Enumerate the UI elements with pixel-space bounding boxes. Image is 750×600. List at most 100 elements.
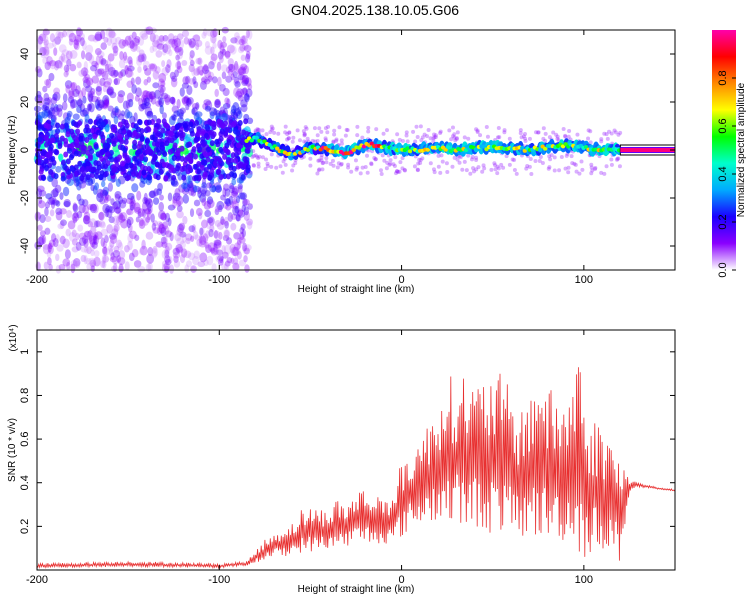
spectrogram-faint-blob [426, 128, 431, 133]
spectrogram-noise-blob [237, 209, 246, 218]
spectrogram-noise-blob [88, 54, 95, 64]
spectrogram-noise-blob [117, 211, 123, 220]
spectrogram-noise-blob [228, 63, 234, 71]
spectrogram-noise-blob [224, 229, 230, 239]
spectrogram-noise-blob [233, 108, 242, 117]
spectrogram-noise-blob [152, 44, 158, 52]
spectrogram-noise-blob [90, 244, 95, 252]
y-tick-label: 0.2 [19, 519, 31, 534]
spectrogram-core-blob [245, 164, 251, 171]
spectrogram-noise-blob [213, 239, 222, 246]
spectrogram-core-blob [36, 158, 42, 165]
spectrogram-noise-blob [230, 191, 239, 199]
spectrogram-faint-blob [567, 129, 572, 134]
spectrogram-core-blob [236, 148, 242, 155]
spectrogram-faint-blob [425, 134, 430, 139]
spectrogram-core-blob [96, 120, 102, 127]
spectrogram-core-blob [231, 165, 237, 172]
spectrogram-noise-blob [61, 49, 70, 56]
spectrogram-noise-blob [131, 31, 137, 40]
spectrogram-noise-blob [82, 199, 89, 207]
spectrogram-faint-blob [512, 168, 517, 173]
spectrogram-noise-blob [216, 222, 225, 230]
spectrogram-faint-blob [343, 133, 348, 138]
spectrogram-noise-blob [102, 240, 107, 249]
spectrogram-noise-blob [149, 63, 158, 72]
spectrogram-faint-blob [365, 153, 370, 158]
spectrogram-noise-blob [113, 115, 119, 125]
spectrogram-noise-blob [161, 60, 166, 68]
spectrogram-core-blob [185, 168, 191, 175]
spectrogram-core-blob [75, 128, 81, 135]
spectrogram-noise-blob [182, 76, 189, 85]
spectrogram-faint-blob [344, 127, 349, 132]
spectrogram-core-blob [73, 121, 79, 128]
spectrogram-core-blob [200, 158, 206, 165]
spectrogram-faint-blob [432, 135, 437, 140]
spectrogram-noise-blob [179, 107, 186, 114]
spectrogram-noise-blob [130, 77, 135, 86]
spectrogram-noise-blob [72, 113, 80, 120]
spectrogram-noise-blob [126, 216, 134, 226]
spectrogram-core-blob [158, 168, 164, 175]
spectrogram-noise-blob [94, 62, 99, 69]
spectrogram-noise-blob [191, 224, 197, 234]
x-tick-label: 0 [399, 574, 405, 586]
spectrogram-noise-blob [71, 246, 79, 253]
spectrogram-noise-blob [73, 257, 81, 267]
spectrogram-core-blob [73, 150, 79, 157]
spectrogram-noise-blob [144, 26, 151, 36]
spectrogram-noise-blob [224, 220, 229, 229]
spectrogram-faint-blob [438, 170, 443, 175]
spectrogram-noise-blob [63, 70, 69, 78]
spectrogram-faint-blob [337, 125, 342, 130]
spectrogram-faint-blob [471, 169, 476, 174]
spectrogram-noise-blob [233, 87, 241, 98]
spectrogram-faint-blob [302, 133, 307, 138]
spectrogram-noise-blob [147, 202, 152, 212]
spectrogram-faint-blob [537, 158, 542, 163]
spectrogram-noise-blob [98, 211, 105, 221]
spectrogram-noise-blob [174, 69, 179, 78]
spectrogram-noise-blob [218, 256, 224, 264]
spectrogram-noise-blob [87, 103, 92, 112]
spectrogram-noise-blob [220, 113, 228, 122]
spectrogram-noise-blob [224, 260, 231, 267]
spectrogram-faint-blob [527, 136, 532, 141]
spectrogram-noise-blob [87, 221, 94, 228]
spectrogram-noise-blob [99, 77, 106, 87]
spectrogram-noise-blob [210, 33, 217, 44]
spectrogram-faint-blob [428, 136, 433, 141]
spectrogram-noise-blob [52, 199, 60, 206]
spectrogram-core-blob [44, 164, 50, 171]
spectrogram-noise-blob [171, 75, 178, 82]
spectrogram-faint-blob [438, 129, 443, 134]
spectrogram-faint-blob [303, 125, 308, 130]
spectrogram-noise-blob [230, 105, 237, 114]
spectrogram-noise-blob [152, 220, 158, 227]
spectrogram-noise-blob [172, 114, 177, 121]
spectrogram-faint-blob [308, 156, 313, 161]
spectrogram-noise-blob [59, 220, 65, 229]
spectrogram-faint-blob [323, 136, 328, 141]
spectrogram-noise-blob [117, 113, 125, 121]
spectrogram-noise-blob [230, 108, 236, 116]
spectrogram-core-blob [63, 151, 69, 158]
spectrogram-noise-blob [223, 201, 229, 209]
spectrogram-core-blob [87, 118, 93, 125]
spectrogram-core-blob [172, 142, 178, 149]
spectrogram-faint-blob [566, 165, 571, 170]
spectrogram-faint-blob [334, 137, 339, 142]
spectrogram-noise-blob [176, 60, 181, 70]
spectrogram-noise-blob [245, 53, 251, 63]
spectrogram-noise-blob [201, 65, 210, 75]
spectrogram-faint-blob [475, 128, 480, 133]
spectrogram-noise-blob [159, 104, 164, 115]
spectrogram-noise-blob [193, 34, 201, 44]
spectrogram-noise-blob [205, 230, 211, 239]
spectrogram-faint-blob [360, 135, 365, 140]
spectrogram-faint-blob [447, 128, 452, 133]
spectrogram-noise-blob [199, 80, 207, 90]
spectrogram-noise-blob [93, 256, 101, 267]
spectrogram-noise-blob [95, 85, 102, 92]
